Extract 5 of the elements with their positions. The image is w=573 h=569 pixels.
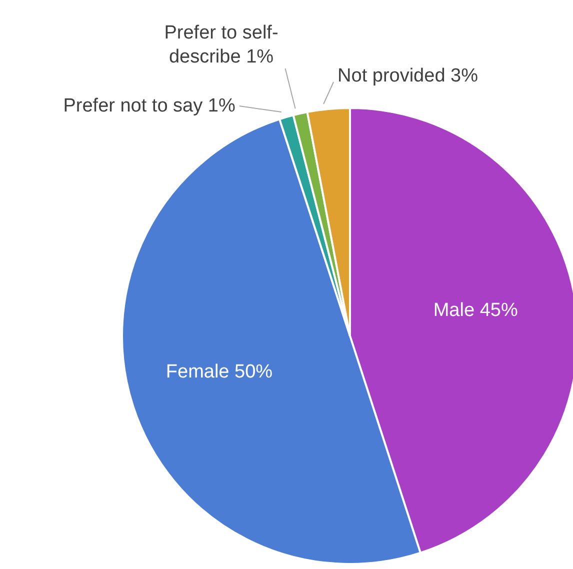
slice-label: Prefer not to say 1% xyxy=(63,96,236,117)
slice-label: Male 45% xyxy=(433,300,518,321)
slice-label: Prefer to self-describe 1% xyxy=(164,22,278,68)
slice-label: Not provided 3% xyxy=(338,66,478,87)
slice-label: Female 50% xyxy=(166,361,273,382)
